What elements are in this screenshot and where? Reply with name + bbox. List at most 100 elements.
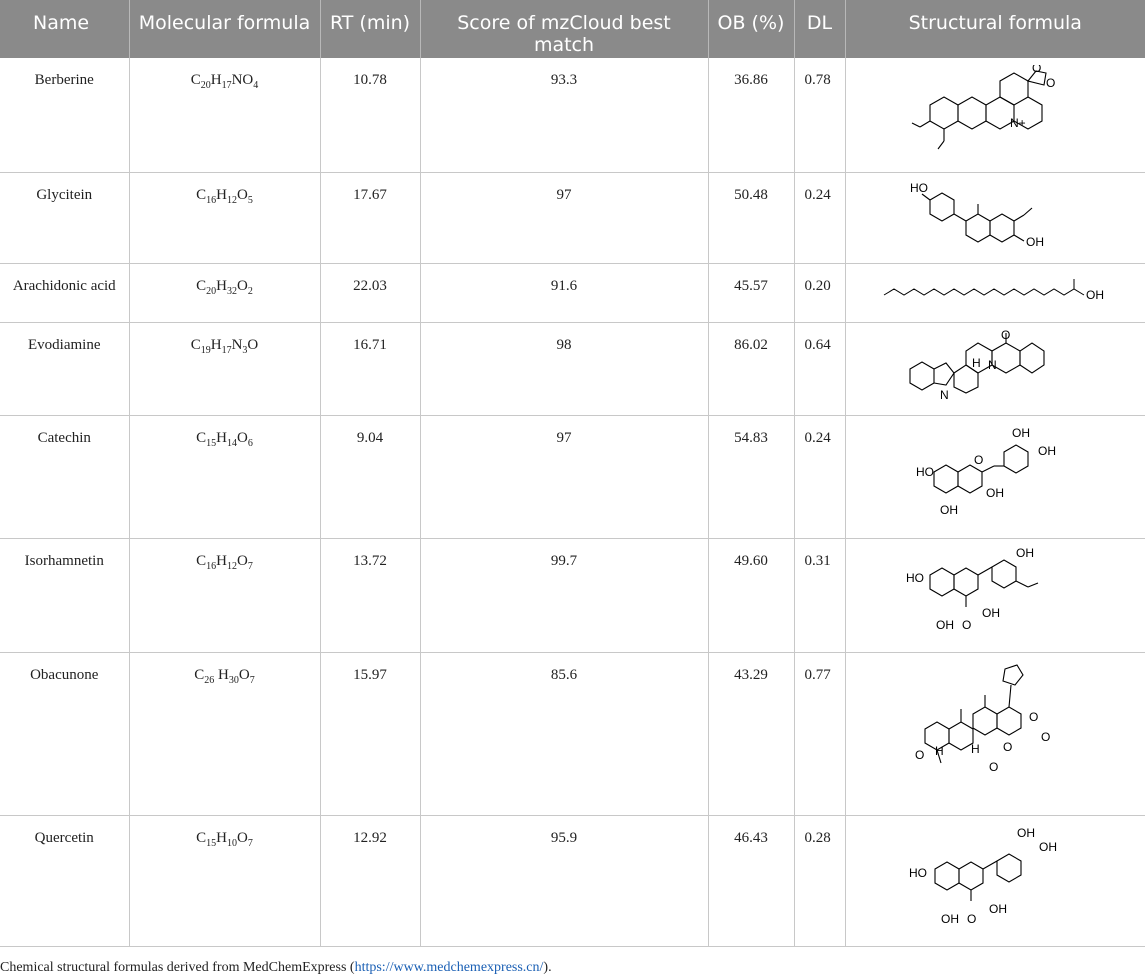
quercetin-structure-image: HO OH O OH OH OH xyxy=(909,826,1057,926)
footnote: Chemical structural formulas derived fro… xyxy=(0,960,552,976)
compound-rt: 22.03 xyxy=(320,263,421,323)
compound-score: 91.6 xyxy=(420,263,709,323)
table-row: Catechin C15H14O6 9.04 97 54.83 0.24 HO … xyxy=(0,415,1145,539)
berberine-label-o1: O xyxy=(1032,65,1041,75)
header-name: Name xyxy=(0,0,130,58)
obacunone-label-o-lactone: O xyxy=(1029,710,1038,724)
obacunone-label-o-epoxy: O xyxy=(1003,740,1012,754)
compound-rt: 10.78 xyxy=(320,58,421,173)
evodiamine-structure-image: O N H N xyxy=(909,329,1045,402)
compound-name: Quercetin xyxy=(0,815,130,947)
header-score: Score of mzCloud best match xyxy=(420,0,709,58)
obacunone-label-o-right: O xyxy=(1041,730,1050,744)
table-row: Evodiamine C19H17N3O 16.71 98 86.02 0.64… xyxy=(0,322,1145,416)
compound-ob: 36.86 xyxy=(708,58,795,173)
catechin-label-oh-mid: OH xyxy=(986,486,1004,500)
compound-score: 97 xyxy=(420,415,709,539)
table-row: Isorhamnetin C16H12O7 13.72 99.7 49.60 0… xyxy=(0,538,1145,653)
evodiamine-label-h: H xyxy=(972,356,981,370)
isorhamnetin-structure-image: HO OH O OH OH xyxy=(906,546,1039,632)
table-row: Arachidonic acid C20H32O2 22.03 91.6 45.… xyxy=(0,263,1145,323)
structure-cell: O N H N xyxy=(845,322,1145,416)
table-row: Quercetin C15H10O7 12.92 95.9 46.43 0.28… xyxy=(0,815,1145,947)
compound-name: Glycitein xyxy=(0,172,130,264)
compound-formula: C26 H30O7 xyxy=(129,652,321,816)
structure-cell: OH xyxy=(845,263,1145,323)
table-row: Glycitein C16H12O5 17.67 97 50.48 0.24 H… xyxy=(0,172,1145,264)
evodiamine-label-hn: N xyxy=(940,388,949,402)
structure-cell: O H H O O O O xyxy=(845,652,1145,816)
compounds-table: Name Molecular formula RT (min) Score of… xyxy=(0,0,1145,947)
compound-score: 93.3 xyxy=(420,58,709,173)
header-formula: Molecular formula xyxy=(129,0,321,58)
compound-ob: 86.02 xyxy=(708,322,795,416)
compound-rt: 9.04 xyxy=(320,415,421,539)
isorhamnetin-label-ho: HO xyxy=(906,571,924,585)
compound-formula: C16H12O7 xyxy=(129,538,321,653)
compound-dl: 0.64 xyxy=(794,322,846,416)
table-row: Berberine C20H17NO4 10.78 93.3 36.86 0.7… xyxy=(0,58,1145,173)
header-row: Name Molecular formula RT (min) Score of… xyxy=(0,0,1145,58)
compound-ob: 46.43 xyxy=(708,815,795,947)
catechin-label-oh-right: OH xyxy=(1038,444,1056,458)
quercetin-label-o: O xyxy=(967,912,976,926)
compound-name: Berberine xyxy=(0,58,130,173)
glycitein-structure-image: HO OH xyxy=(910,181,1044,249)
compound-rt: 12.92 xyxy=(320,815,421,947)
compound-ob: 54.83 xyxy=(708,415,795,539)
compound-score: 95.9 xyxy=(420,815,709,947)
evodiamine-label-o: O xyxy=(1001,329,1010,342)
isorhamnetin-label-oh-bottom: OH xyxy=(936,618,954,632)
structure-cell: HO OH xyxy=(845,172,1145,264)
compound-dl: 0.28 xyxy=(794,815,846,947)
header-rt: RT (min) xyxy=(320,0,421,58)
berberine-structure-image: O O N+ xyxy=(912,65,1056,150)
isorhamnetin-label-oh-mid: OH xyxy=(982,606,1000,620)
compound-rt: 16.71 xyxy=(320,322,421,416)
header-ob: OB (%) xyxy=(708,0,795,58)
catechin-label-oh-bottom: OH xyxy=(940,503,958,517)
compound-dl: 0.24 xyxy=(794,415,846,539)
header-structure: Structural formula xyxy=(845,0,1145,58)
compound-dl: 0.77 xyxy=(794,652,846,816)
structure-cell: HO OH OH OH OH O xyxy=(845,415,1145,539)
compound-name: Arachidonic acid xyxy=(0,263,130,323)
compound-ob: 49.60 xyxy=(708,538,795,653)
obacunone-label-o-bottom: O xyxy=(989,760,998,774)
header-dl: DL xyxy=(794,0,846,58)
obacunone-label-h-left: H xyxy=(935,744,944,758)
isorhamnetin-label-o: O xyxy=(962,618,971,632)
obacunone-label-h-center: H xyxy=(971,742,980,756)
structure-cell: HO OH O OH OH xyxy=(845,538,1145,653)
evodiamine-label-n: N xyxy=(988,358,997,372)
catechin-label-ho: HO xyxy=(916,465,934,479)
footnote-link[interactable]: https://www.medchemexpress.cn/ xyxy=(354,960,544,975)
berberine-label-o2: O xyxy=(1046,76,1055,90)
quercetin-label-oh-mid: OH xyxy=(989,902,1007,916)
compound-name: Obacunone xyxy=(0,652,130,816)
obacunone-label-o-left: O xyxy=(915,748,924,762)
compound-formula: C16H12O5 xyxy=(129,172,321,264)
compound-name: Isorhamnetin xyxy=(0,538,130,653)
compound-score: 98 xyxy=(420,322,709,416)
quercetin-label-ho: HO xyxy=(909,866,927,880)
compound-formula: C19H17N3O xyxy=(129,322,321,416)
compound-score: 97 xyxy=(420,172,709,264)
compound-dl: 0.78 xyxy=(794,58,846,173)
isorhamnetin-label-oh-top: OH xyxy=(1016,546,1034,560)
compound-formula: C20H32O2 xyxy=(129,263,321,323)
quercetin-label-oh-bottom: OH xyxy=(941,912,959,926)
compound-rt: 15.97 xyxy=(320,652,421,816)
catechin-label-o: O xyxy=(974,453,983,467)
catechin-structure-image: HO OH OH OH OH O xyxy=(916,426,1056,517)
structure-cell: O O N+ xyxy=(845,58,1145,173)
arachidonic-acid-structure-image: OH xyxy=(883,278,1104,302)
compound-formula: C15H14O6 xyxy=(129,415,321,539)
compound-dl: 0.24 xyxy=(794,172,846,264)
compound-name: Catechin xyxy=(0,415,130,539)
quercetin-label-oh-top: OH xyxy=(1017,826,1035,840)
compound-rt: 13.72 xyxy=(320,538,421,653)
compound-dl: 0.31 xyxy=(794,538,846,653)
compound-ob: 43.29 xyxy=(708,652,795,816)
glycitein-label-ho: HO xyxy=(910,181,928,195)
